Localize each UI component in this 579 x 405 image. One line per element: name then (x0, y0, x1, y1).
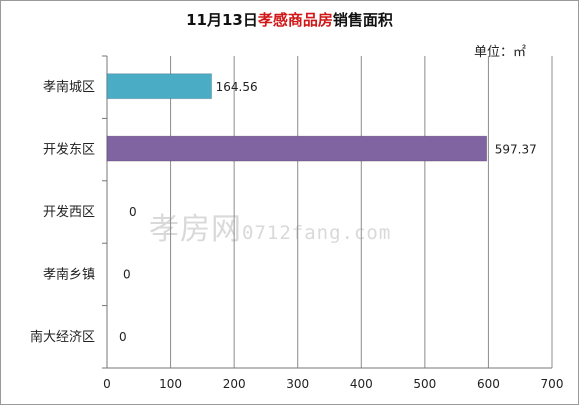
x-tick-label: 200 (223, 377, 246, 391)
data-label: 0 (123, 267, 131, 281)
category-label: 孝南城区 (43, 79, 95, 95)
x-tick-label: 500 (413, 377, 436, 391)
title-date: 11月13日 (186, 11, 258, 29)
watermark: 孝房网0712fang.com (149, 204, 391, 248)
title-suffix: 销售面积 (332, 11, 393, 29)
data-label: 0 (119, 330, 127, 344)
bar (106, 135, 488, 162)
category-label: 孝南乡镇 (43, 266, 95, 282)
x-tick-label: 400 (350, 377, 373, 391)
data-label: 597.37 (495, 143, 537, 157)
x-tick-label: 0 (103, 377, 111, 391)
watermark-url: 0712fang.com (242, 222, 392, 244)
x-tick-label: 700 (541, 377, 564, 391)
category-label: 开发西区 (43, 204, 95, 220)
data-label: 164.56 (216, 80, 258, 94)
category-label: 开发东区 (43, 142, 95, 158)
title-highlight: 孝感商品房 (257, 11, 333, 29)
bar (106, 73, 213, 100)
x-tick-label: 300 (286, 377, 309, 391)
chart-title: 11月13日孝感商品房销售面积 (1, 9, 578, 30)
data-label: 0 (129, 205, 137, 219)
x-tick-label: 600 (477, 377, 500, 391)
unit-label: 单位：㎡ (473, 45, 526, 60)
x-tick-label: 100 (159, 377, 182, 391)
watermark-brand: 孝房网 (149, 212, 242, 247)
category-label: 南大经济区 (30, 329, 95, 345)
